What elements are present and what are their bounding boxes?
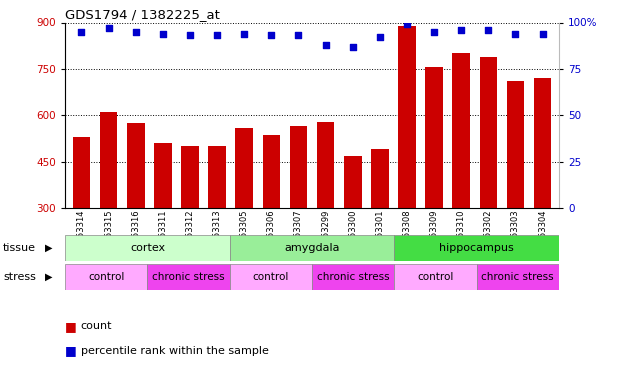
Bar [73, 137, 90, 208]
Point [76, 29, 86, 35]
Text: control: control [88, 272, 125, 282]
Point [402, 21, 412, 27]
Bar [453, 54, 470, 208]
Bar [230, 235, 394, 261]
Point [266, 33, 276, 39]
Text: percentile rank within the sample: percentile rank within the sample [81, 346, 269, 355]
Text: GDS1794 / 1382225_at: GDS1794 / 1382225_at [65, 8, 220, 21]
Text: control: control [253, 272, 289, 282]
Text: chronic stress: chronic stress [481, 272, 554, 282]
Text: count: count [81, 321, 112, 331]
Text: hippocampus: hippocampus [439, 243, 514, 253]
Bar [507, 81, 524, 208]
Text: amygdala: amygdala [284, 243, 340, 253]
Point [538, 31, 548, 37]
Bar [154, 143, 171, 208]
Bar [534, 78, 551, 208]
Bar [127, 123, 145, 208]
Point [239, 31, 249, 37]
Text: ■: ■ [65, 344, 77, 357]
Text: tissue: tissue [3, 243, 36, 253]
Bar [398, 26, 416, 208]
Text: ▶: ▶ [45, 272, 52, 282]
Bar [230, 264, 312, 290]
Bar [317, 122, 335, 208]
Point [294, 33, 304, 39]
Point [483, 27, 493, 33]
Point [348, 44, 358, 50]
Bar [479, 57, 497, 208]
Bar [100, 112, 117, 208]
Text: ■: ■ [65, 320, 77, 333]
Bar [289, 126, 307, 208]
Text: cortex: cortex [130, 243, 165, 253]
Text: chronic stress: chronic stress [317, 272, 389, 282]
Bar [181, 146, 199, 208]
Bar [394, 235, 559, 261]
Point [212, 33, 222, 39]
Bar [425, 68, 443, 208]
Point [104, 25, 114, 31]
Bar [344, 156, 361, 208]
Bar [394, 264, 477, 290]
Bar [235, 128, 253, 208]
Point [456, 27, 466, 33]
Bar [148, 264, 230, 290]
Bar [477, 264, 559, 290]
Point [131, 29, 141, 35]
Text: stress: stress [3, 272, 36, 282]
Point [158, 31, 168, 37]
Point [510, 31, 520, 37]
Text: ▶: ▶ [45, 243, 52, 253]
Point [320, 42, 330, 48]
Bar [208, 146, 226, 208]
Point [375, 34, 385, 40]
Bar [65, 235, 230, 261]
Text: chronic stress: chronic stress [152, 272, 225, 282]
Point [185, 33, 195, 39]
Bar [312, 264, 394, 290]
Point [429, 29, 439, 35]
Text: control: control [417, 272, 454, 282]
Bar [65, 264, 148, 290]
Bar [371, 149, 389, 208]
Bar [263, 135, 280, 208]
